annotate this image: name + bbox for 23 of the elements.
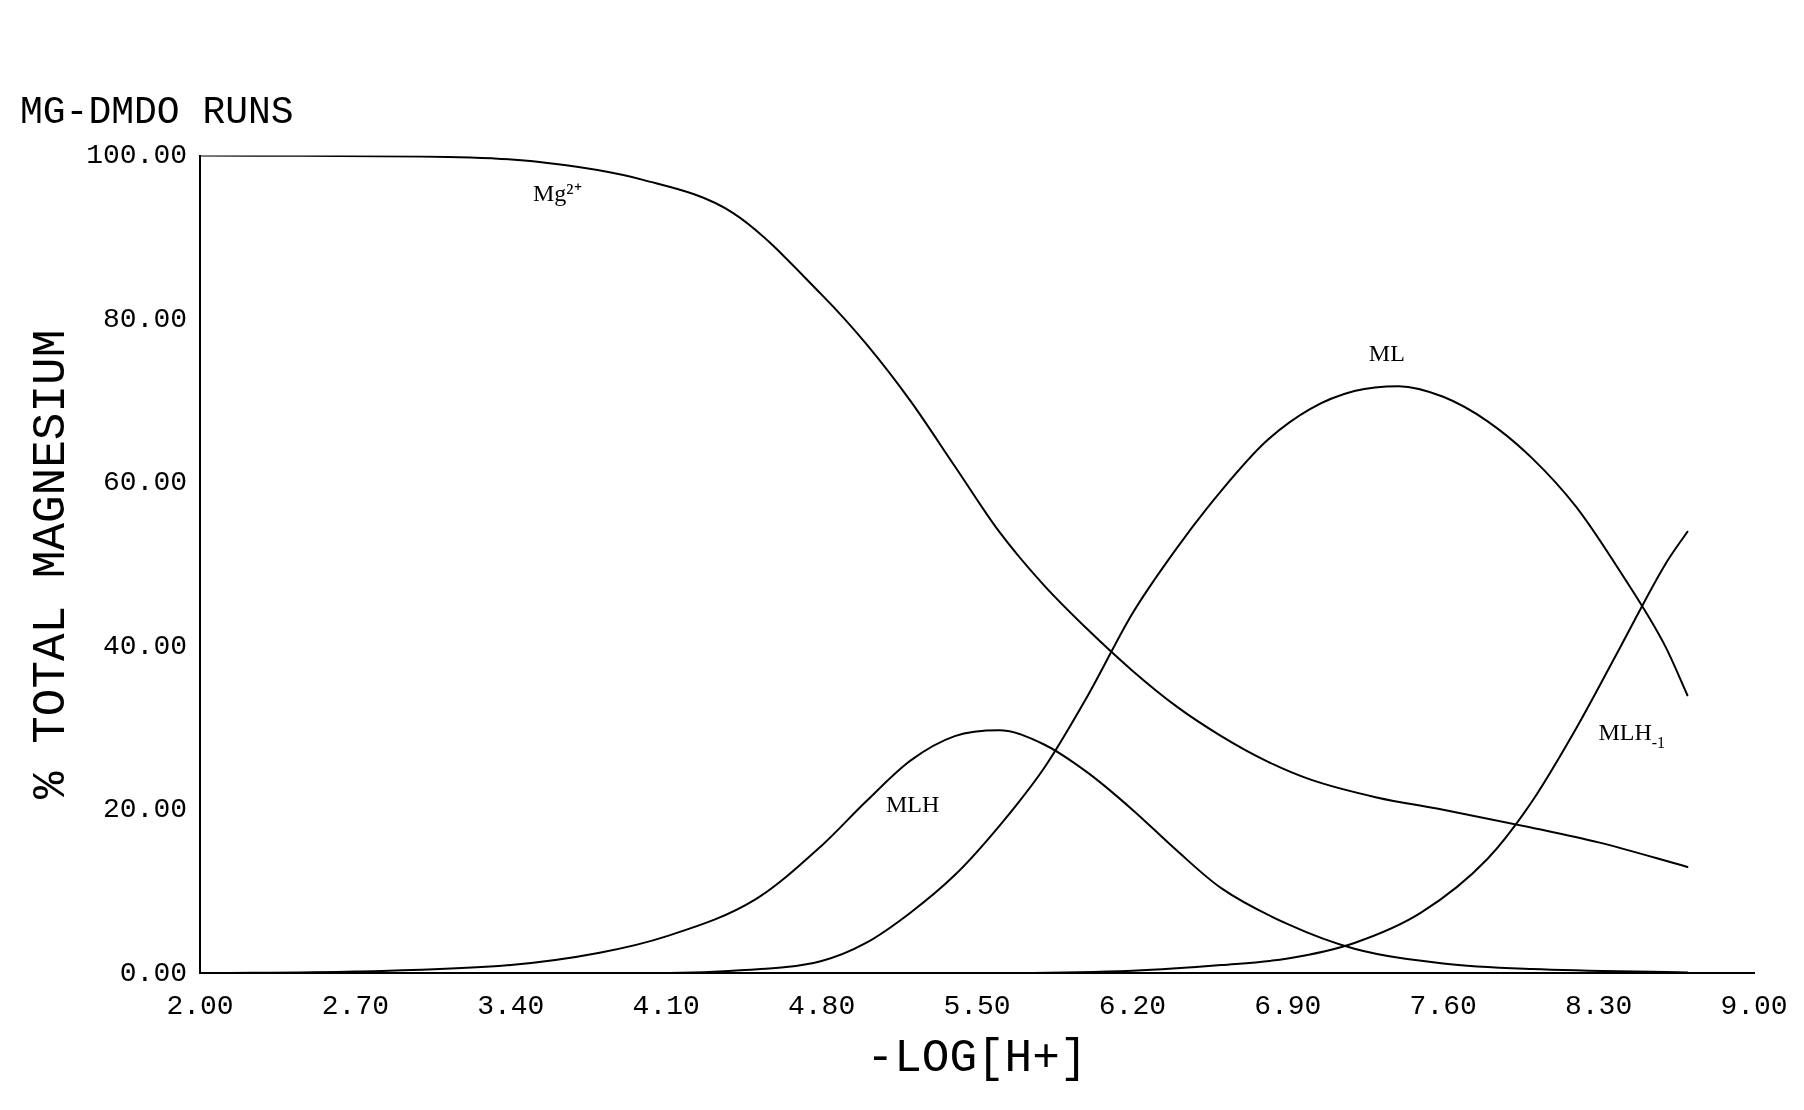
y-tick-label: 40.00 <box>103 630 188 662</box>
x-tick-label: 4.10 <box>632 991 700 1023</box>
x-axis-title: -LOG[H+] <box>866 1032 1088 1085</box>
y-tick-label: 20.00 <box>103 794 188 826</box>
x-tick-label: 9.00 <box>1720 991 1788 1023</box>
series-label: Mg²⁺ <box>533 180 582 207</box>
y-tick-label: 80.00 <box>103 303 188 335</box>
x-tick-label: 6.90 <box>1254 991 1322 1023</box>
series-label: MLH <box>886 790 940 817</box>
y-tick-label: 60.00 <box>103 467 188 499</box>
chart-title: MG-DMDO RUNS <box>20 90 294 134</box>
x-tick-label: 2.70 <box>321 991 390 1023</box>
x-tick-label: 5.50 <box>943 991 1011 1023</box>
series-label: ML <box>1368 340 1405 367</box>
y-axis-title: % TOTAL MAGNESIUM <box>25 329 78 800</box>
x-tick-label: 4.80 <box>788 991 856 1023</box>
y-tick-label: 100.00 <box>86 140 188 172</box>
x-tick-label: 8.30 <box>1564 991 1633 1023</box>
x-tick-label: 6.20 <box>1098 991 1167 1023</box>
x-tick-label: 7.60 <box>1409 991 1477 1023</box>
y-tick-label: 0.00 <box>119 957 188 989</box>
x-tick-label: 2.00 <box>166 991 234 1023</box>
x-tick-label: 3.40 <box>477 991 545 1023</box>
